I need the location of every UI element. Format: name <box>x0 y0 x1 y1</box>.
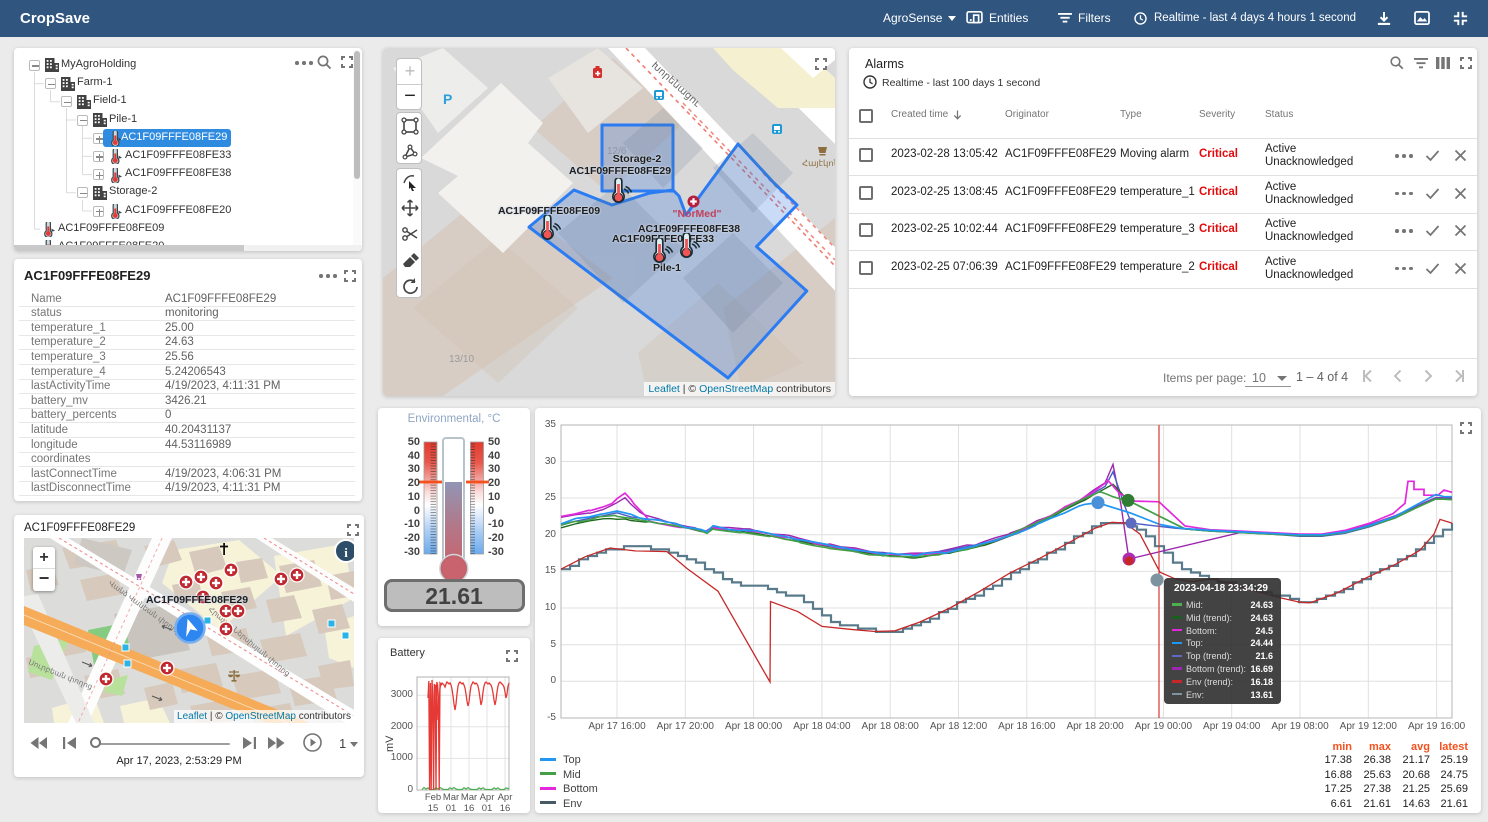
svg-text:"NorMed": "NorMed" <box>672 208 721 220</box>
svg-text:12/6: 12/6 <box>607 146 627 157</box>
svg-text:mV: mV <box>384 735 396 752</box>
svg-text:P: P <box>443 91 452 107</box>
svg-text:Հայէկոնոմ: Հայէկոնոմ <box>802 158 835 168</box>
svg-text:13/10: 13/10 <box>449 354 474 365</box>
